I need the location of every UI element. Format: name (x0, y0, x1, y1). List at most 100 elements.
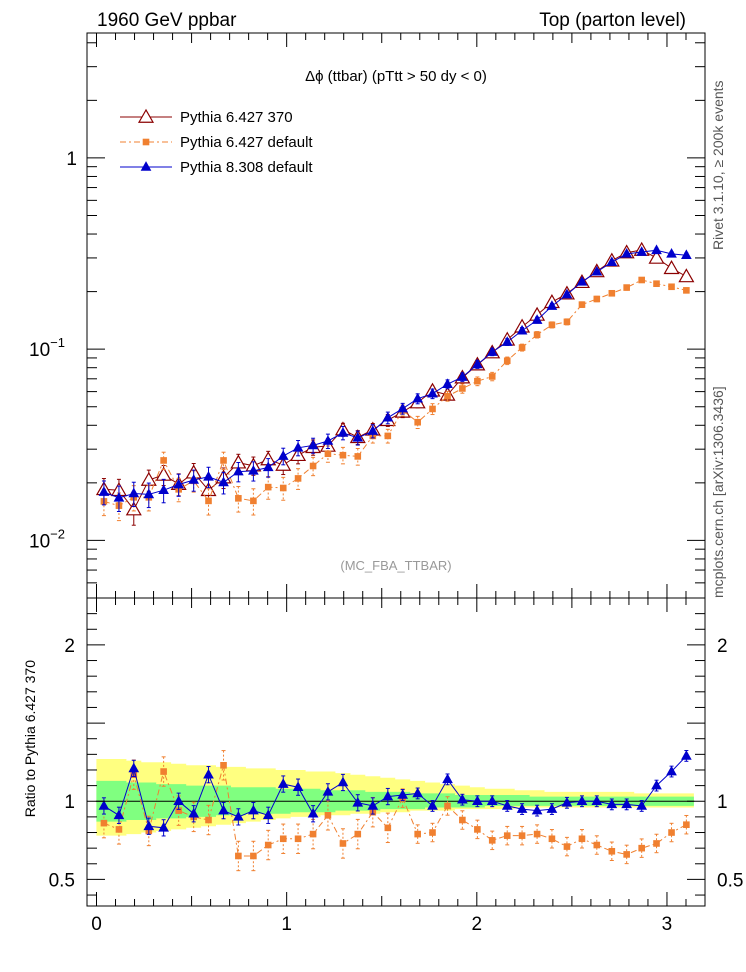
marker (352, 796, 364, 807)
marker (678, 268, 695, 283)
marker (205, 497, 212, 505)
marker (143, 488, 155, 499)
marker (681, 750, 692, 760)
marker (322, 786, 334, 796)
marker (354, 830, 362, 838)
marker (235, 852, 242, 860)
x-tick-label: 1 (281, 914, 292, 935)
marker (294, 475, 302, 482)
marker (533, 331, 541, 339)
marker (113, 809, 125, 820)
marker (233, 465, 244, 476)
marker (548, 321, 556, 329)
y-tick-label: 0.5 (49, 870, 75, 891)
marker (681, 249, 692, 260)
marker (203, 768, 214, 779)
marker (651, 244, 662, 255)
marker (235, 495, 242, 502)
series-line (103, 279, 687, 507)
marker (339, 451, 347, 459)
marker (218, 476, 229, 487)
marker (140, 161, 152, 171)
y-tick-label: 10−2 (29, 526, 65, 552)
marker (444, 802, 451, 810)
marker (621, 248, 633, 258)
marker (142, 138, 150, 146)
y-tick-label-right: 0.5 (717, 870, 743, 891)
marker (250, 852, 257, 860)
marker (563, 318, 571, 326)
main-panel: 10−210−11 Δϕ (ttbar) (pTtt > 50 dy < 0) … (29, 32, 706, 599)
marker (113, 492, 125, 502)
marker (412, 392, 424, 403)
marker (459, 385, 466, 392)
marker (548, 835, 556, 843)
marker (294, 835, 302, 843)
marker (668, 829, 675, 836)
marker (593, 295, 601, 303)
marker (250, 497, 257, 505)
series-line (103, 249, 687, 499)
marker (457, 793, 468, 804)
process-label: Top (parton level) (539, 10, 686, 31)
y-tick-label: 1 (66, 149, 77, 170)
marker (337, 776, 349, 787)
marker (277, 778, 289, 788)
series-pythia-6-427-370 (95, 241, 695, 526)
marker (309, 830, 317, 838)
series-line (103, 755, 687, 829)
marker (324, 812, 332, 819)
marker (397, 402, 409, 413)
marker (384, 432, 392, 440)
marker (442, 378, 453, 388)
y-tick-label: 10−1 (29, 335, 65, 361)
marker (563, 843, 571, 850)
legend: Pythia 6.427 370 Pythia 6.427 default Pyth… (120, 108, 313, 176)
marker (683, 821, 690, 829)
marker (220, 761, 227, 769)
marker (324, 450, 332, 458)
marker (339, 840, 347, 847)
marker (472, 795, 483, 806)
marker (666, 765, 677, 776)
marker (307, 439, 319, 450)
marker (292, 781, 304, 791)
marker (220, 457, 227, 464)
series-pythia-8-308-default (98, 750, 692, 837)
marker (125, 501, 142, 516)
marker (533, 830, 541, 838)
marker (382, 411, 394, 422)
marker (501, 800, 513, 810)
marker (486, 346, 498, 356)
marker (593, 841, 601, 849)
marker (98, 486, 110, 496)
marker (248, 804, 259, 815)
marker (486, 795, 498, 806)
marker (636, 800, 648, 810)
y-tick-label-right: 1 (717, 792, 728, 813)
marker (292, 441, 304, 452)
marker (488, 373, 496, 380)
marker (683, 287, 690, 294)
marker (414, 418, 421, 426)
marker (262, 809, 274, 820)
mcplots-source-label: mcplots.cern.ch [arXiv:1306.3436] (710, 386, 726, 598)
marker (474, 377, 481, 385)
marker (367, 800, 379, 810)
marker (173, 795, 185, 806)
marker (264, 841, 272, 849)
marker (218, 804, 229, 815)
marker (531, 314, 543, 324)
marker (636, 246, 648, 256)
analysis-watermark: (MC_FBA_TTBAR) (340, 558, 451, 573)
marker (668, 283, 675, 291)
marker (277, 450, 289, 460)
marker (503, 832, 511, 839)
marker (663, 260, 680, 275)
marker (279, 835, 287, 843)
marker (382, 790, 394, 801)
marker (606, 798, 618, 809)
marker (203, 471, 214, 481)
marker (621, 798, 633, 809)
